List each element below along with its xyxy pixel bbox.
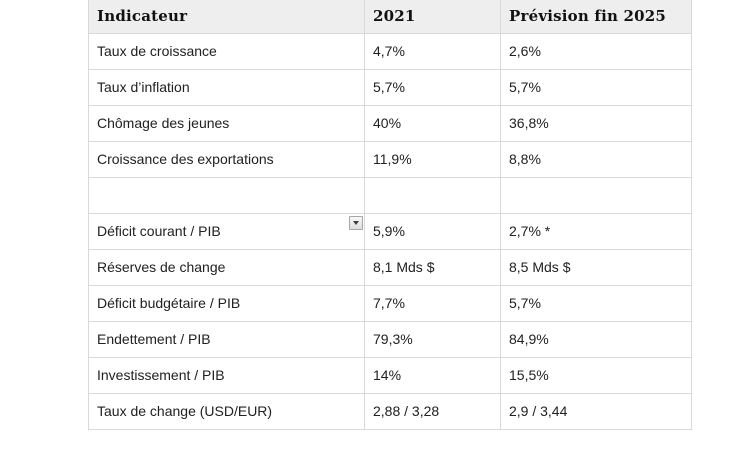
cell-value-2021: 4,7%	[364, 32, 501, 70]
cell-indicator: Chômage des jeunes	[88, 104, 365, 142]
cell-indicator: Investissement / PIB	[88, 356, 365, 394]
table-row-croissance-des-exportations: Croissance des exportations 11,9% 8,8%	[88, 140, 692, 178]
cell-value-prevision: 5,7%	[500, 284, 692, 322]
cell-value-2021: 8,1 Mds $	[364, 248, 501, 286]
column-header-2021: 2021	[364, 0, 501, 34]
cell-indicator: Taux de change (USD/EUR)	[88, 392, 365, 430]
cell-value-prevision: 8,5 Mds $	[500, 248, 692, 286]
table-row-deficit-courant-pib: Déficit courant / PIB 5,9% 2,7% *	[88, 212, 692, 250]
table-row-empty	[88, 176, 692, 214]
cell-indicator: Déficit budgétaire / PIB	[88, 284, 365, 322]
cell-indicator: Endettement / PIB	[88, 320, 365, 358]
cell-value-prevision: 15,5%	[500, 356, 692, 394]
cell-indicator: Réserves de change	[88, 248, 365, 286]
table-row-reserves-de-change: Réserves de change 8,1 Mds $ 8,5 Mds $	[88, 248, 692, 286]
column-header-prevision-fin-2025: Prévision fin 2025	[500, 0, 692, 34]
table-row-taux-d-inflation: Taux d’inflation 5,7% 5,7%	[88, 68, 692, 106]
table-row-chomage-des-jeunes: Chômage des jeunes 40% 36,8%	[88, 104, 692, 142]
cell-indicator	[88, 176, 365, 214]
indicators-table: Indicateur 2021 Prévision fin 2025 Taux …	[88, 0, 692, 430]
cell-value-2021: 5,7%	[364, 68, 501, 106]
column-header-indicateur: Indicateur	[88, 0, 365, 34]
cell-value-prevision	[500, 176, 692, 214]
cell-value-2021: 2,88 / 3,28	[364, 392, 501, 430]
cell-value-2021: 40%	[364, 104, 501, 142]
table-row-taux-de-croissance: Taux de croissance 4,7% 2,6%	[88, 32, 692, 70]
cell-value-2021: 5,9%	[364, 212, 501, 250]
cell-value-2021: 79,3%	[364, 320, 501, 358]
table-row-investissement-pib: Investissement / PIB 14% 15,5%	[88, 356, 692, 394]
table-row-deficit-budgetaire-pib: Déficit budgétaire / PIB 7,7% 5,7%	[88, 284, 692, 322]
cell-value-2021	[364, 176, 501, 214]
cell-value-prevision: 84,9%	[500, 320, 692, 358]
cell-indicator: Taux d’inflation	[88, 68, 365, 106]
dropdown-button[interactable]	[349, 215, 363, 230]
cell-value-prevision: 2,7% *	[500, 212, 692, 250]
chevron-down-icon	[353, 220, 359, 225]
cell-value-2021: 11,9%	[364, 140, 501, 178]
cell-indicator: Taux de croissance	[88, 32, 365, 70]
cell-indicator: Déficit courant / PIB	[88, 212, 365, 250]
cell-value-prevision: 2,9 / 3,44	[500, 392, 692, 430]
cell-value-prevision: 2,6%	[500, 32, 692, 70]
cell-value-prevision: 36,8%	[500, 104, 692, 142]
cell-value-prevision: 5,7%	[500, 68, 692, 106]
cell-value-2021: 14%	[364, 356, 501, 394]
table-row-endettement-pib: Endettement / PIB 79,3% 84,9%	[88, 320, 692, 358]
cell-indicator: Croissance des exportations	[88, 140, 365, 178]
table-row-taux-de-change: Taux de change (USD/EUR) 2,88 / 3,28 2,9…	[88, 392, 692, 430]
cell-indicator-text: Déficit courant / PIB	[97, 223, 221, 239]
cell-value-prevision: 8,8%	[500, 140, 692, 178]
header-row: Indicateur 2021 Prévision fin 2025	[88, 0, 692, 34]
cell-value-2021: 7,7%	[364, 284, 501, 322]
